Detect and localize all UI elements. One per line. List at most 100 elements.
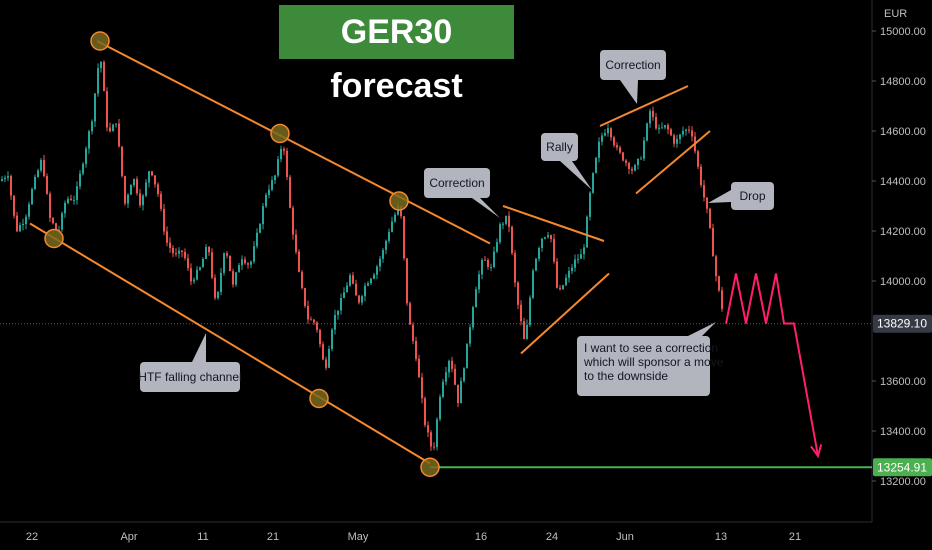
candle-body <box>22 223 24 226</box>
candle-body <box>514 253 516 283</box>
candle-body <box>523 321 525 340</box>
candle-body <box>454 368 456 385</box>
candle-body <box>394 214 396 222</box>
candle-body <box>508 215 510 227</box>
candle-body <box>331 329 333 349</box>
candle-body <box>370 278 372 284</box>
trendlines <box>29 40 872 469</box>
annotation-callout: Correction <box>424 168 500 218</box>
candle-body <box>70 198 72 201</box>
annotation-pointer <box>472 198 500 218</box>
projection-line <box>725 273 819 457</box>
price-tick-label: 14200.00 <box>880 226 926 238</box>
candle-body <box>541 238 543 248</box>
candle-body <box>76 186 78 200</box>
line-flag-upper <box>502 205 605 242</box>
annotation-pointer <box>708 190 731 203</box>
candle-body <box>121 146 123 177</box>
candle-body <box>328 348 330 368</box>
candle-body <box>424 398 426 426</box>
candle-body <box>100 61 102 69</box>
time-tick-label: 22 <box>26 531 38 543</box>
candle-body <box>670 129 672 136</box>
candle-body <box>232 271 234 285</box>
candle-body <box>418 358 420 378</box>
candle-body <box>553 239 555 262</box>
annotation-callout: Drop <box>708 182 774 210</box>
candle-body <box>679 134 681 140</box>
candle-body <box>562 285 564 290</box>
candle-body <box>40 159 42 171</box>
candle-body <box>712 228 714 257</box>
candle-body <box>556 261 558 288</box>
candle-body <box>565 277 567 286</box>
price-tick-label: 14000.00 <box>880 276 926 288</box>
candle-body <box>304 288 306 306</box>
candle-body <box>349 275 351 286</box>
candle-body <box>67 198 69 203</box>
line-wedge-upper <box>599 85 689 127</box>
candle-body <box>13 195 15 216</box>
candle-body <box>265 194 267 207</box>
candle-body <box>715 256 717 277</box>
candle-body <box>376 266 378 275</box>
candle-body <box>136 179 138 194</box>
candle-body <box>250 261 252 265</box>
candle-body <box>175 253 177 255</box>
candle-body <box>124 176 126 204</box>
touch-points <box>44 31 440 478</box>
annotation-bg <box>424 168 490 198</box>
candle-body <box>49 193 51 218</box>
candle-body <box>295 234 297 252</box>
time-tick-label: 21 <box>267 531 279 543</box>
candle-body <box>529 297 531 325</box>
candle-body <box>436 419 438 448</box>
candle-body <box>208 246 210 253</box>
candle-body <box>427 425 429 433</box>
candle-body <box>616 145 618 148</box>
candle-body <box>511 226 513 254</box>
candle-body <box>718 276 720 291</box>
candle-body <box>442 381 444 397</box>
price-tick-label: 14800.00 <box>880 76 926 88</box>
chart-title: GER30 forecast <box>330 13 463 105</box>
candle-body <box>190 268 192 282</box>
candle-body <box>43 159 45 177</box>
candle-body <box>613 137 615 146</box>
annotation-text-line: to the downside <box>584 369 668 383</box>
annotation-text-line: I want to see a correction <box>584 341 718 355</box>
candle-body <box>88 131 90 149</box>
candle-body <box>391 221 393 232</box>
candle-body <box>61 213 63 230</box>
candle-body <box>640 158 642 160</box>
annotations: HTF falling channel Correction Rally Correc… <box>138 50 774 396</box>
candle-body <box>577 258 579 260</box>
candle-body <box>655 116 657 129</box>
candle-body <box>139 193 141 206</box>
chart-title-box: GER30 forecast <box>279 5 514 105</box>
price-axis[interactable]: EUR 13200.00 13400.00 13600.00 14000.00 14200… <box>872 8 932 488</box>
candle-body <box>145 182 147 196</box>
annotation-pointer <box>560 161 592 190</box>
price-tick-label: 13400.00 <box>880 426 926 438</box>
current-price-bg <box>873 314 932 333</box>
touch-point-marker <box>309 388 329 409</box>
candle-body <box>1 179 3 181</box>
candle-body <box>244 259 246 264</box>
annotation-pointer <box>620 80 638 104</box>
candle-body <box>451 360 453 369</box>
candle-body <box>235 272 237 285</box>
candle-body <box>421 377 423 399</box>
price-tick-label: 13200.00 <box>880 476 926 488</box>
candle-body <box>385 240 387 250</box>
candle-body <box>622 152 624 161</box>
candle-body <box>163 208 165 232</box>
current-price-label: 13829.10 <box>877 317 927 331</box>
candle-body <box>415 341 417 359</box>
candle-body <box>292 207 294 235</box>
time-axis[interactable]: 22 Apr 11 21 May 16 24 Jun 13 21 <box>26 531 801 543</box>
candle-body <box>352 275 354 284</box>
candle-body <box>400 206 402 217</box>
